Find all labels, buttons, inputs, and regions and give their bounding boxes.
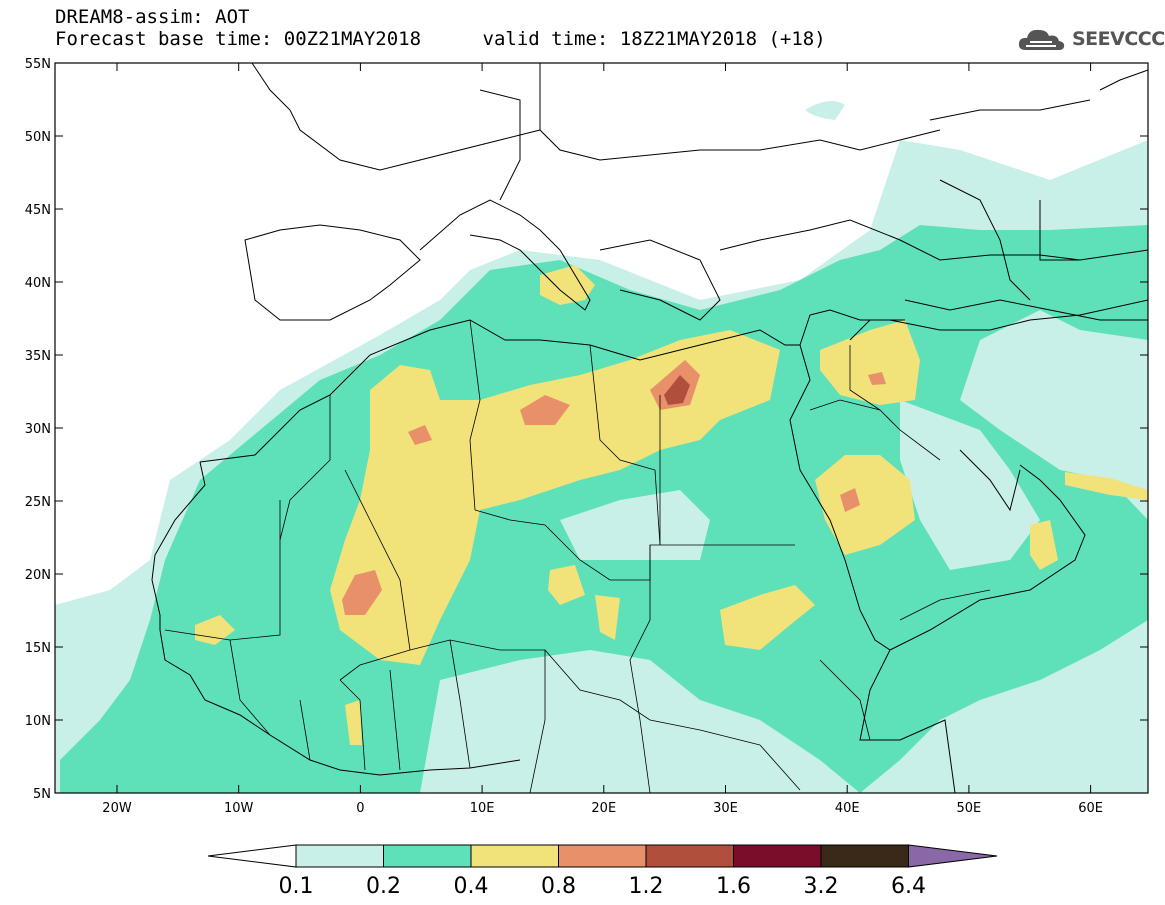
- colorbar-segment: [645, 844, 734, 868]
- colorbar: 0.1 0.2 0.4 0.8 1.2 1.6 3.2 6.4: [207, 844, 998, 899]
- latitude-axis: 55N 50N 45N 40N 35N 30N 25N 20N 15N 10N 5N: [25, 57, 1148, 802]
- aot-field-0-8: [408, 425, 432, 445]
- lat-label: 15N: [25, 641, 51, 656]
- lat-label: 35N: [25, 349, 51, 364]
- aot-field-0-4: [548, 565, 585, 605]
- colorbar-segment: [558, 844, 647, 868]
- longitude-axis: 20W 10W 0 10E 20E 30E 40E 50E 60E: [102, 63, 1103, 816]
- aot-field-0-1-hole: [900, 400, 1040, 570]
- lat-label: 30N: [25, 422, 51, 437]
- map-header: DREAM8-assim: AOT Forecast base time: 00…: [55, 6, 826, 50]
- aot-field-0-8: [868, 372, 886, 385]
- aot-field-1-2: [664, 375, 690, 405]
- lat-label: 50N: [25, 130, 51, 145]
- aot-field-0-8: [520, 395, 570, 425]
- forecast-base-time: Forecast base time: 00Z21MAY2018: [55, 28, 422, 50]
- lon-label: 40E: [835, 801, 860, 816]
- lon-label: 30E: [713, 801, 738, 816]
- lat-label: 20N: [25, 568, 51, 583]
- lat-label: 5N: [33, 787, 51, 802]
- colorbar-label: 0.2: [366, 874, 401, 899]
- colorbar-segment: [295, 844, 384, 868]
- lon-label: 60E: [1078, 801, 1103, 816]
- country-borders: [164, 319, 991, 793]
- aot-field-0-4: [815, 455, 915, 555]
- lat-label: 25N: [25, 495, 51, 510]
- aot-field-0-4: [1030, 520, 1058, 570]
- colorbar-label: 6.4: [891, 874, 926, 899]
- colorbar-segment: [383, 844, 472, 868]
- colorbar-label: 1.6: [716, 874, 751, 899]
- map-title: DREAM8-assim: AOT: [55, 6, 250, 28]
- aot-field-0-4: [330, 330, 780, 665]
- aot-field-0-1-hole: [560, 490, 710, 560]
- colorbar-label: 1.2: [629, 874, 664, 899]
- colorbar-segment: [733, 844, 822, 868]
- logo-text: SEEVCCC: [1072, 28, 1165, 50]
- lat-label: 55N: [25, 57, 51, 72]
- lon-label: 10W: [224, 801, 254, 816]
- colorbar-label: 0.1: [279, 874, 314, 899]
- aot-field-0-4: [820, 320, 920, 405]
- aot-field-0-4: [345, 700, 362, 745]
- aot-field-0-4: [195, 615, 235, 645]
- aot-field-0-4: [1065, 472, 1148, 500]
- aot-field-0-4: [595, 595, 620, 640]
- aot-field-0-8: [342, 570, 382, 615]
- colorbar-label: 0.8: [541, 874, 576, 899]
- colorbar-segment: [470, 844, 559, 868]
- colorbar-label: 0.4: [454, 874, 489, 899]
- colorbar-label: 3.2: [804, 874, 839, 899]
- lat-label: 45N: [25, 203, 51, 218]
- seevccc-logo: SEEVCCC: [1016, 24, 1165, 54]
- valid-time: valid time: 18Z21MAY2018 (+18): [482, 28, 826, 50]
- lon-label: 50E: [957, 801, 982, 816]
- cloud-icon: [1018, 29, 1065, 50]
- aot-field-0-1: [805, 101, 845, 120]
- lon-label: 20E: [591, 801, 616, 816]
- lon-label: 10E: [470, 801, 495, 816]
- coastlines: [151, 63, 1148, 793]
- map-plot-area: [55, 63, 1148, 793]
- lon-label: 0: [356, 801, 364, 816]
- colorbar-segment: [820, 844, 909, 868]
- lat-label: 40N: [25, 276, 51, 291]
- lon-label: 20W: [102, 801, 132, 816]
- aot-field-0-8: [840, 488, 860, 512]
- colorbar-under-triangle: [207, 844, 297, 868]
- lat-label: 10N: [25, 714, 51, 729]
- aot-field-0-4: [720, 585, 815, 650]
- colorbar-over-triangle: [908, 844, 998, 868]
- aot-field-0-4: [540, 265, 595, 305]
